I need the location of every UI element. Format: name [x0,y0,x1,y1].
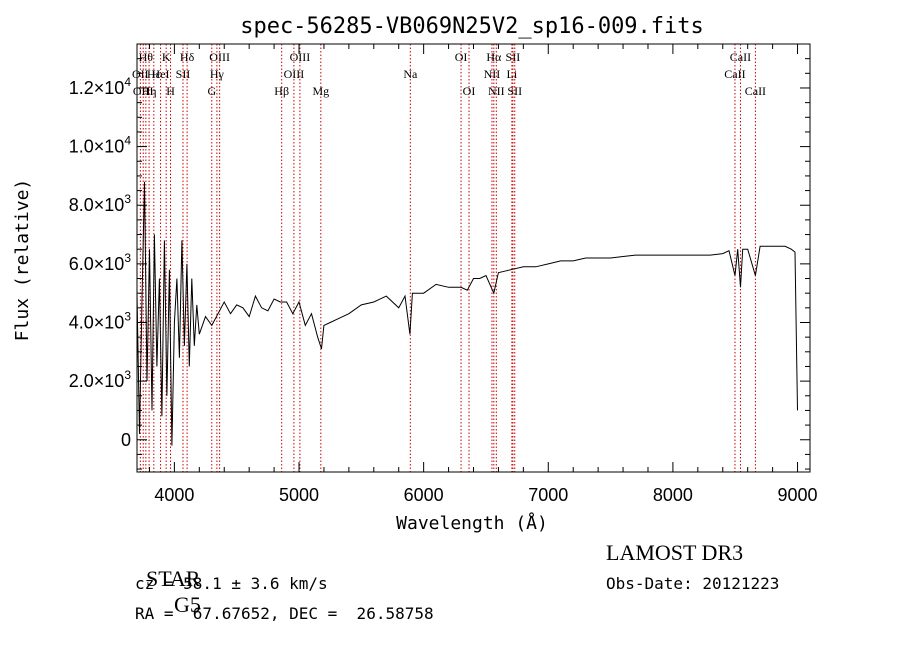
plot-frame [136,43,811,473]
line-label: CaII [745,84,766,98]
line-label: SII [507,84,522,98]
class-label: STAR [146,566,201,591]
line-label: Li [507,67,518,81]
line-label: Mg [312,84,329,98]
line-label: Hδ [180,50,195,64]
line-label: Hε [147,67,161,81]
y-tick-label: 1.2×104 [69,75,132,98]
line-label: Hθ [139,50,154,64]
line-label: Hη [142,84,157,98]
line-label: CaII [724,67,745,81]
line-label: Hα [486,50,502,64]
line-label: OI [463,84,476,98]
x-tick-label: 6000 [404,485,444,505]
line-label: OI [455,50,468,64]
y-tick-label: 0 [121,430,131,450]
x-axis-label: Wavelength (Å) [396,512,548,534]
survey-label: LAMOST DR3 [606,540,744,565]
line-label: Hγ [210,67,225,81]
line-label: OII [132,67,149,81]
spectral-line-labels: OIIOIIIHθHηHεHeIKHSIIHδGHγOIIIHβOIIIOIII… [132,50,766,98]
line-label: SII [176,67,191,81]
spectral-line-markers [139,44,756,472]
line-label: OIII [209,50,230,64]
coords-label: RA = 67.67652, DEC = 26.58758 [135,604,434,623]
y-tick-label: 8.0×103 [69,192,132,215]
x-tick-label: 4000 [154,485,194,505]
y-axis-label: Flux (relative) [12,179,33,342]
line-label: NII [488,84,505,98]
line-label: G [207,84,216,98]
x-tick-label: 8000 [653,485,693,505]
line-label: OIII [284,67,305,81]
line-label: Hβ [274,84,289,98]
x-axis: 4000 5000 6000 7000 8000 9000 [148,44,818,505]
y-tick-label: 1.0×104 [69,134,132,157]
subclass-label: G5 [174,592,201,617]
chart-title: spec-56285-VB069N25V2_sp16-009.fits [240,14,704,39]
line-label: HeI [152,67,170,81]
y-tick-label: 6.0×103 [69,251,132,274]
spectrum-line [136,181,798,446]
x-tick-label: 7000 [528,485,568,505]
line-label: NII [484,67,501,81]
line-label: Na [403,67,418,81]
redshift-label: cz = 58.1 ± 3.6 km/s [135,574,328,593]
y-tick-label: 2.0×103 [69,368,132,391]
obs-date-label: Obs-Date: 20121223 [606,574,780,593]
y-axis: 0 2.0×103 4.0×103 6.0×103 8.0×103 1.0×104 1.2×… [69,58,810,470]
line-label: OIII [290,50,311,64]
object-class: STAR G5 [135,540,201,618]
line-label: H [166,84,175,98]
y-tick-label: 4.0×103 [69,309,132,332]
x-tick-label: 5000 [279,485,319,505]
line-label: CaII [730,50,751,64]
line-label: SII [506,50,521,64]
x-tick-label: 9000 [778,485,818,505]
line-label: K [162,50,171,64]
